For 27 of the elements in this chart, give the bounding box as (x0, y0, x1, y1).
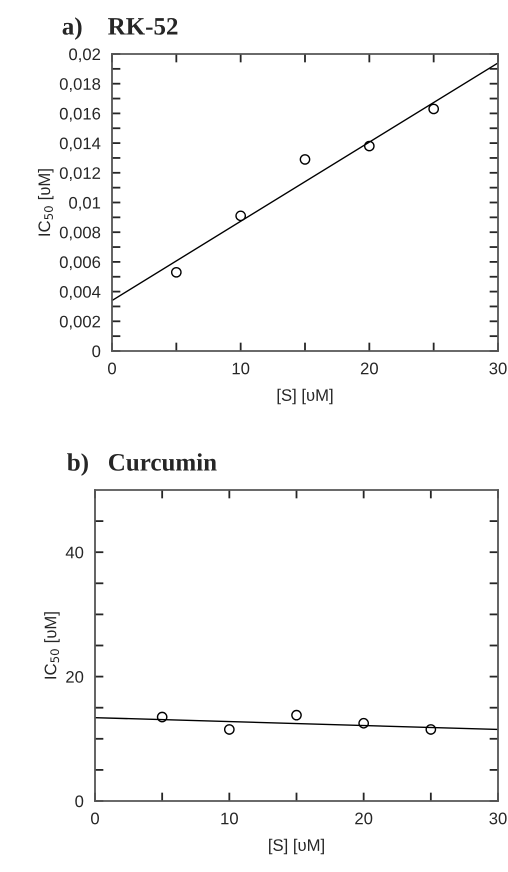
x-tick-label: 10 (221, 812, 238, 824)
x-axis-title: [S] [υM] (278, 388, 332, 404)
x-tick-label: 20 (360, 362, 378, 374)
y-tick-label: 0 (92, 345, 100, 358)
x-tick-label: 10 (232, 362, 250, 374)
chart-title: a) RK-52 (62, 17, 178, 40)
y-tick-label: 0,004 (60, 286, 100, 300)
x-tick-label: 20 (355, 812, 372, 824)
y-tick-label: 0,002 (60, 316, 100, 330)
y-tick-label: 0,008 (60, 226, 100, 240)
y-tick-label: 40 (66, 546, 84, 558)
y-tick-label: 0,016 (60, 108, 100, 122)
y-tick-label: 0,02 (69, 48, 100, 62)
y-tick-label: 0,01 (69, 196, 100, 211)
y-tick-label: 20 (66, 671, 84, 683)
y-tick-label: 0 (75, 795, 84, 808)
x-tick-label: 0 (108, 362, 116, 374)
y-axis-title: IC$_{50}$ [υM] (38, 169, 54, 236)
y-tick-label: 0,018 (60, 78, 100, 92)
y-tick-label: 0,014 (60, 138, 100, 152)
y-axis-title: IC$_{50}$ [υM] (44, 612, 60, 679)
y-tick-label: 0,006 (60, 256, 100, 270)
x-tick-label: 30 (489, 812, 507, 824)
x-tick-label: 30 (489, 362, 507, 374)
chart-title: b) Curcumin (67, 453, 217, 476)
x-axis-title: [S] [υM] (269, 838, 324, 854)
y-tick-label: 0,012 (60, 167, 100, 181)
